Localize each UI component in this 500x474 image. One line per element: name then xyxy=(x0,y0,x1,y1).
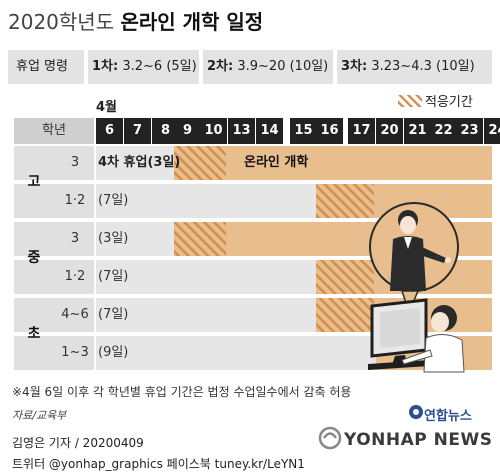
day-header-22: 22 xyxy=(430,118,457,144)
grade-label: 4~6 xyxy=(61,307,89,322)
day-header-24: 24 xyxy=(484,118,500,144)
phase-3-value: 3.23~4.3 (10일) xyxy=(371,59,475,74)
phase-2-value: 3.9~20 (10일) xyxy=(237,59,329,74)
day-header-13: 13 xyxy=(228,118,255,144)
page-title: 2020학년도 온라인 개학 일정 xyxy=(8,6,263,38)
day-header-6: 6 xyxy=(96,118,123,144)
brand-korean: 연합뉴스 xyxy=(424,409,472,424)
hatch-swatch-icon xyxy=(398,95,422,107)
yonhap-logo-icon xyxy=(409,405,423,419)
break-duration-label: (7일) xyxy=(98,307,129,322)
source: 자료/교육부 xyxy=(12,409,67,422)
illustration-group xyxy=(368,202,465,373)
level-separator xyxy=(14,296,54,298)
adaptation-period-bar xyxy=(316,298,374,332)
grade-label: 1·2 xyxy=(64,269,86,284)
day-header-10: 10 xyxy=(200,118,227,144)
closure-order-bar: 휴업 명령 1차: 3.2~6 (5일) 2차: 3.9~20 (10일) 3차… xyxy=(8,50,492,84)
day-header-23: 23 xyxy=(456,118,483,144)
break-duration-label: (9일) xyxy=(98,345,129,360)
row-label-cell xyxy=(14,298,94,332)
adaptation-period-bar xyxy=(316,260,374,294)
reporter-credit: 김영은 기자 / 20200409 xyxy=(12,436,144,450)
divider xyxy=(199,50,203,84)
grade-label: 1·2 xyxy=(64,193,86,208)
school-level-label: 중 xyxy=(27,250,41,266)
grade-header-cell xyxy=(14,118,94,144)
day-header-14: 14 xyxy=(256,118,283,144)
divider xyxy=(333,50,337,84)
day-header-21: 21 xyxy=(404,118,431,144)
phase-1-name: 1차: xyxy=(92,59,119,74)
adaptation-period-bar xyxy=(316,184,374,218)
title-main: 온라인 개학 일정 xyxy=(120,10,264,34)
brand-english: YONHAP NEWS xyxy=(344,430,493,450)
closure-phase-3: 3차: 3.23~4.3 (10일) xyxy=(341,50,475,84)
online-period-bar xyxy=(174,146,492,180)
school-level-label: 초 xyxy=(27,326,41,342)
social-credit: 트위터 @yonhap_graphics 페이스북 tuney.kr/LeYN1 xyxy=(12,457,305,471)
adaptation-legend-label: 적응기간 xyxy=(425,95,473,110)
closure-phase-1: 1차: 3.2~6 (5일) xyxy=(92,50,197,84)
adaptation-period-bar xyxy=(174,222,226,256)
grade-header: 학년 xyxy=(42,123,66,138)
day-header-16: 16 xyxy=(316,118,343,144)
phase-1-value: 3.2~6 (5일) xyxy=(122,59,197,74)
day-header-9: 9 xyxy=(174,118,201,144)
title-year: 2020학년도 xyxy=(8,10,115,34)
row-label-cell xyxy=(14,260,94,294)
day-header-17: 17 xyxy=(348,118,375,144)
row-label-cell xyxy=(14,336,94,370)
grade-label: 3 xyxy=(70,231,80,246)
break-duration-label: (7일) xyxy=(98,269,129,284)
closure-phase-2: 2차: 3.9~20 (10일) xyxy=(207,50,328,84)
level-separator xyxy=(14,220,54,222)
phase-3-name: 3차: xyxy=(341,59,368,74)
grade-label: 1~3 xyxy=(61,345,89,360)
day-header-15: 15 xyxy=(290,118,317,144)
adaptation-legend: 적응기간 xyxy=(398,91,473,110)
phase-2-name: 2차: xyxy=(207,59,234,74)
row-label-cell xyxy=(14,184,94,218)
student-at-computer-illustration xyxy=(368,298,465,373)
closure-order-label: 휴업 명령 xyxy=(16,59,68,74)
row-label-cell xyxy=(14,222,94,256)
grade-label: 3 xyxy=(70,155,80,170)
footnote: ※4월 6일 이후 각 학년별 휴업 기간은 법정 수업일수에서 감축 허용 xyxy=(12,385,352,399)
online-start-label: 온라인 개학 xyxy=(244,155,309,170)
school-level-label: 고 xyxy=(27,174,41,190)
teacher-illustration xyxy=(369,202,459,292)
adaptation-period-bar xyxy=(174,146,226,180)
break-duration-label: (7일) xyxy=(98,193,129,208)
row-label-cell xyxy=(14,146,94,180)
level-separator xyxy=(14,144,54,146)
day-header-7: 7 xyxy=(124,118,151,144)
break-duration-label: 4차 휴업(3일) xyxy=(98,155,181,170)
month-label: 4월 xyxy=(96,100,118,115)
yonhap-watermark-icon xyxy=(318,426,342,450)
break-duration-label: (3일) xyxy=(98,231,129,246)
day-header-20: 20 xyxy=(376,118,403,144)
divider xyxy=(84,50,88,84)
